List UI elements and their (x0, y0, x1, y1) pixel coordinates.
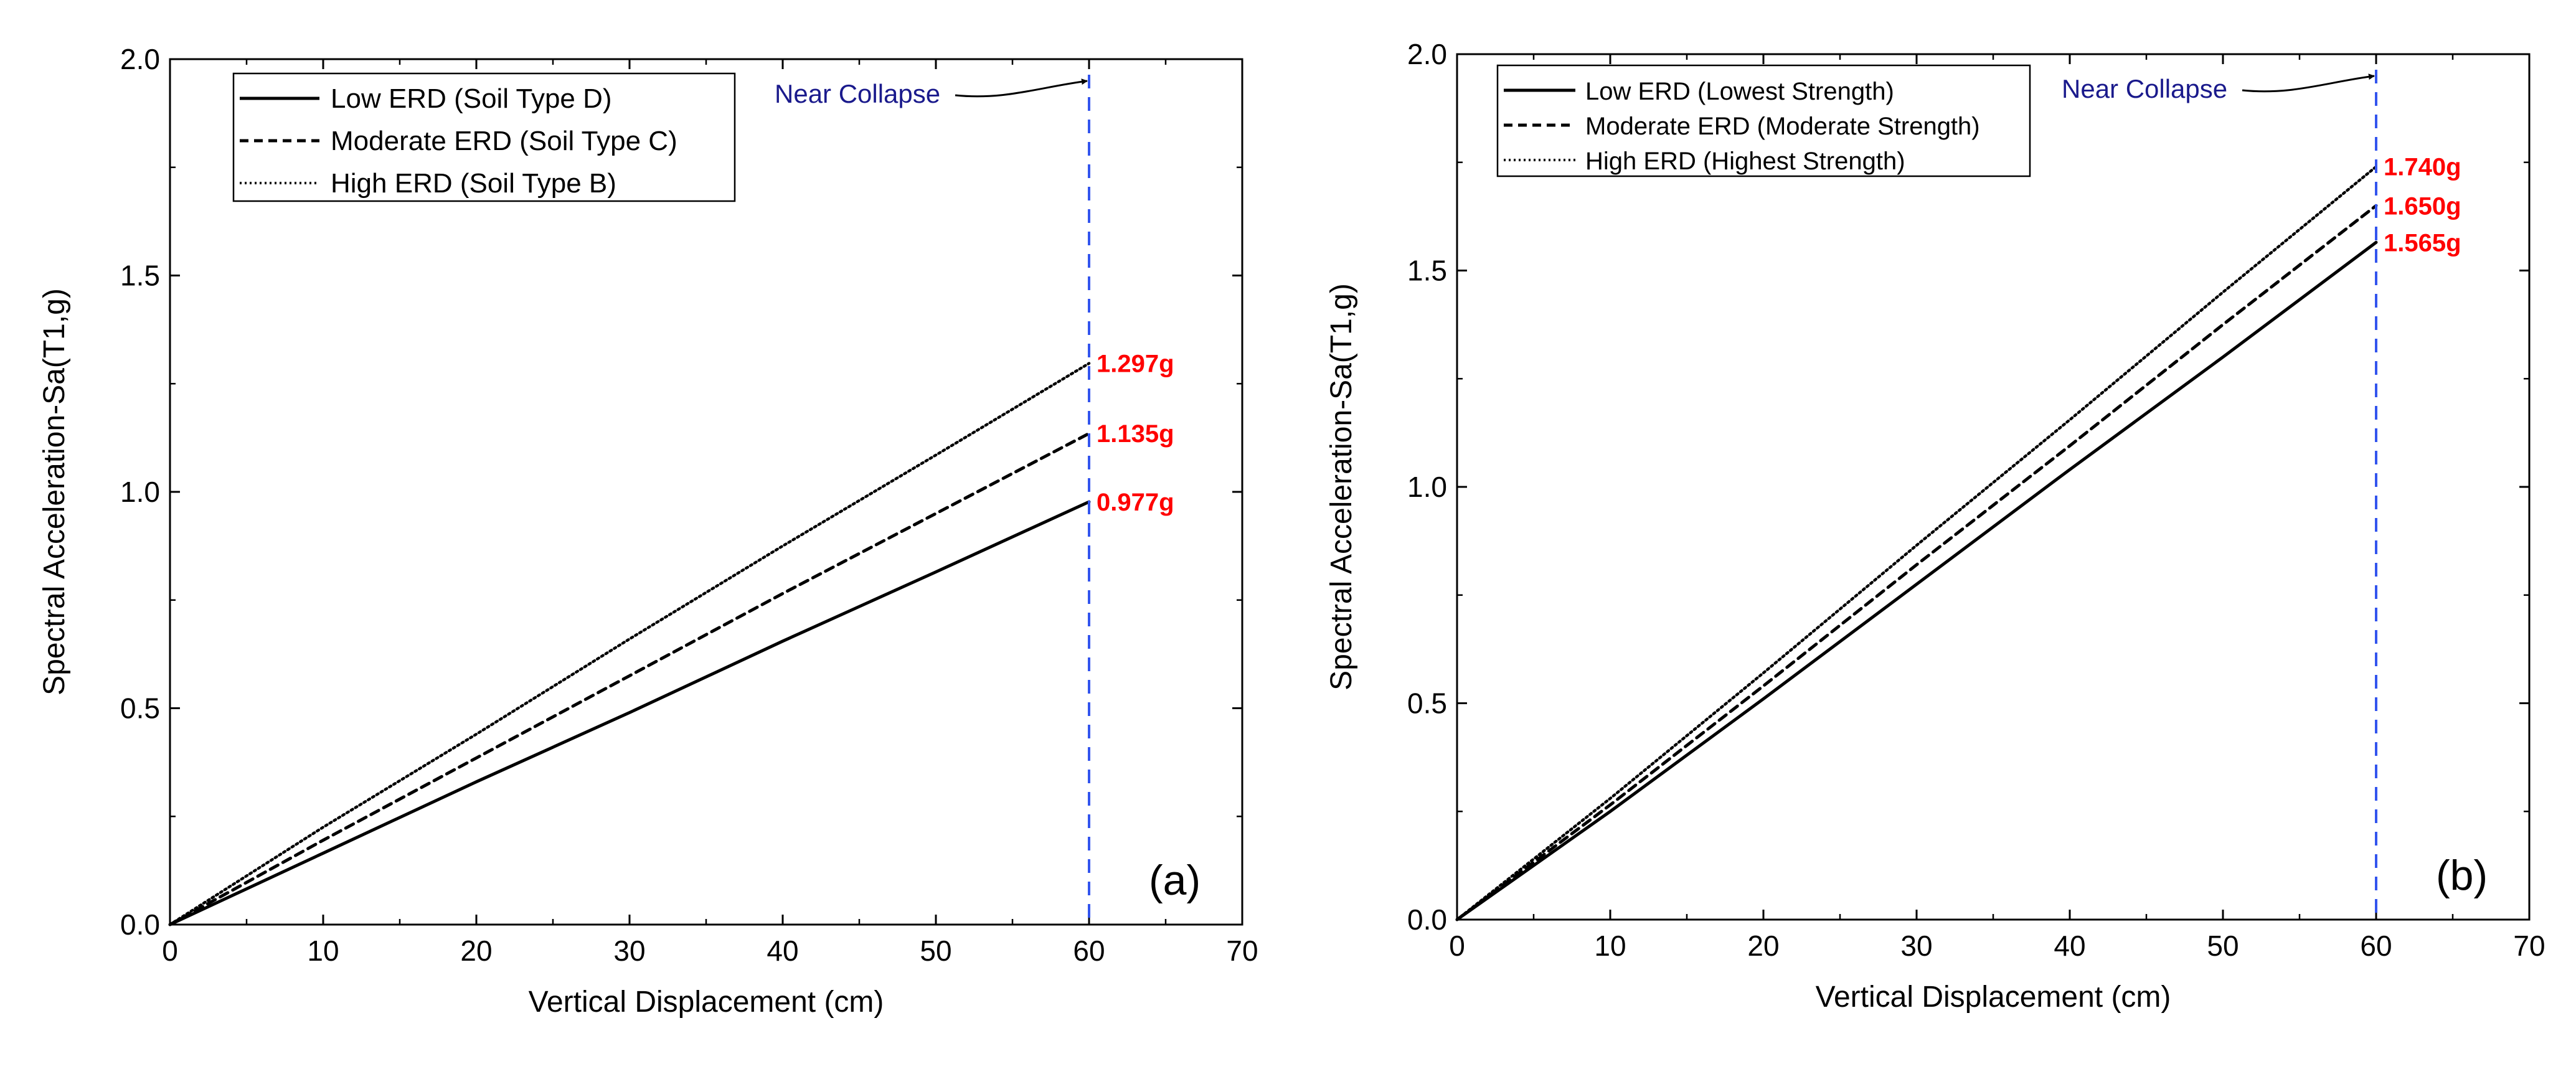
end-label-low: 1.565g (2384, 229, 2461, 257)
y-tick-label: 2.0 (120, 43, 160, 75)
y-tick-label: 0.0 (1407, 903, 1447, 936)
x-axis-title: Vertical Displacement (cm) (1816, 981, 2171, 1014)
legend-label-moderate: Moderate ERD (Soil Type C) (331, 126, 677, 156)
x-tick-label: 20 (460, 935, 492, 967)
legend-label-low: Low ERD (Soil Type D) (331, 83, 612, 114)
legend-label-high: High ERD (Highest Strength) (1585, 148, 1905, 175)
near-collapse-label: Near Collapse (775, 79, 940, 108)
legend: Low ERD (Soil Type D) Moderate ERD (Soil… (232, 72, 736, 202)
series-group (1455, 165, 2378, 921)
end-label-moderate: 1.135g (1097, 420, 1174, 448)
series-line-moderate (168, 431, 1091, 926)
x-tick-label: 40 (767, 935, 798, 967)
x-tick-label: 70 (2513, 930, 2545, 962)
legend-label-low: Low ERD (Lowest Strength) (1585, 78, 1894, 105)
series-line-moderate (1455, 204, 2378, 921)
x-tick-label: 60 (2360, 930, 2392, 962)
y-tick-label: 2.0 (1407, 38, 1447, 70)
legend-box (232, 72, 736, 202)
y-axis-title: Spectral Acceleration-Sa(T1,g) (38, 288, 71, 695)
series-line-low (1455, 240, 2378, 921)
x-tick-label: 10 (307, 935, 339, 967)
legend-label-high: High ERD (Soil Type B) (331, 168, 616, 199)
y-tick-label: 1.0 (1407, 471, 1447, 503)
x-tick-label: 0 (1449, 930, 1465, 962)
x-tick-label: 30 (1900, 930, 1932, 962)
panel-b: 0 10 20 30 40 50 60 70 0.0 0.5 1.0 1.5 2.0 Near Coll… (1325, 38, 2545, 1014)
end-label-high: 1.297g (1097, 351, 1174, 378)
y-tick-label: 0.0 (120, 908, 160, 941)
y-tick-label: 1.5 (120, 260, 160, 292)
near-collapse-arrow (2242, 73, 2375, 93)
near-collapse-label: Near Collapse (2062, 74, 2227, 103)
x-tick-label: 50 (920, 935, 951, 967)
near-collapse-arrow (955, 78, 1088, 98)
x-tick-label: 50 (2207, 930, 2239, 962)
series-line-low (168, 500, 1091, 926)
axis-ticks: 0 10 20 30 40 50 60 70 0.0 0.5 1.0 1.5 2.0 (120, 43, 1258, 967)
end-label-low: 0.977g (1097, 489, 1174, 516)
panel-label: (b) (2436, 852, 2488, 899)
legend: Low ERD (Lowest Strength) Moderate ERD (… (1496, 64, 2031, 177)
x-tick-label: 30 (613, 935, 645, 967)
y-axis-title: Spectral Acceleration-Sa(T1,g) (1325, 283, 1358, 690)
y-tick-label: 1.0 (120, 476, 160, 508)
x-tick-label: 40 (2054, 930, 2085, 962)
y-tick-label: 1.5 (1407, 255, 1447, 287)
series-line-high (168, 362, 1091, 926)
legend-box (1496, 64, 2031, 177)
panel-label: (a) (1149, 857, 1201, 904)
end-label-high: 1.740g (2384, 154, 2461, 181)
end-label-moderate: 1.650g (2384, 192, 2461, 220)
y-tick-label: 0.5 (1407, 687, 1447, 720)
x-tick-label: 60 (1073, 935, 1105, 967)
x-tick-label: 70 (1226, 935, 1258, 967)
legend-label-moderate: Moderate ERD (Moderate Strength) (1585, 113, 1980, 140)
x-tick-label: 0 (162, 935, 178, 967)
series-group (168, 362, 1091, 926)
series-line-high (1455, 165, 2378, 921)
x-tick-label: 20 (1747, 930, 1779, 962)
plot-frame (1456, 53, 2531, 921)
x-tick-label: 10 (1594, 930, 1626, 962)
y-tick-label: 0.5 (120, 692, 160, 725)
panel-a: 0 10 20 30 40 50 60 70 0.0 0.5 1.0 1.5 2.0 Near Coll… (38, 43, 1258, 1019)
x-axis-title: Vertical Displacement (cm) (529, 986, 884, 1019)
